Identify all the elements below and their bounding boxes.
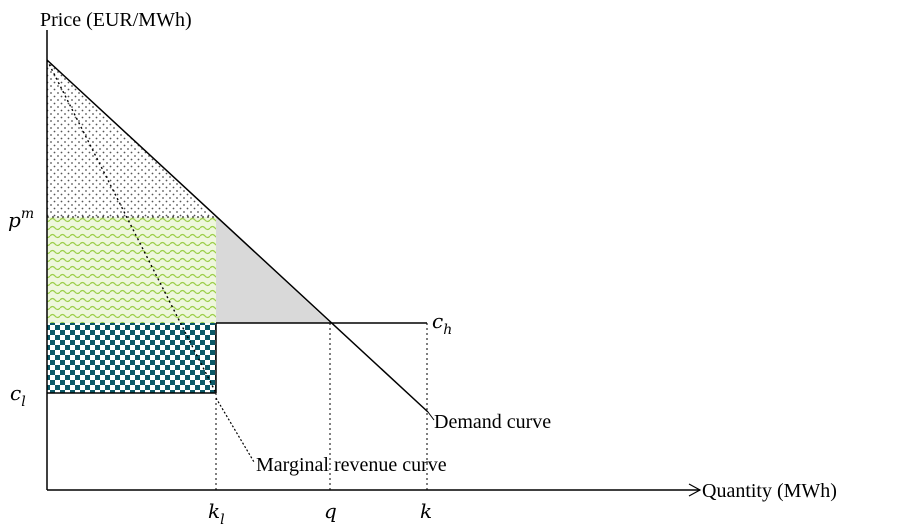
mr-label: Marginal revenue curve: [256, 454, 447, 476]
deadweight-loss-area: [216, 217, 330, 323]
q-label: q: [324, 499, 337, 523]
y-axis-label: Price (EUR/MWh): [40, 9, 192, 31]
profit-area: [47, 217, 216, 323]
ch-label: ch: [432, 309, 452, 338]
k-label: k: [420, 499, 432, 523]
marginal-revenue-line: [46, 59, 217, 394]
demand-line: [46, 59, 429, 413]
demand-leader: [427, 411, 435, 421]
cl-label: cl: [10, 381, 26, 410]
cost-saving-area: [47, 323, 216, 393]
pm-label: pm: [8, 206, 34, 232]
x-axis-label: Quantity (MWh): [702, 480, 837, 502]
mr-leader: [215, 397, 255, 463]
kl-label: kl: [208, 499, 225, 528]
demand-label: Demand curve: [434, 411, 551, 433]
